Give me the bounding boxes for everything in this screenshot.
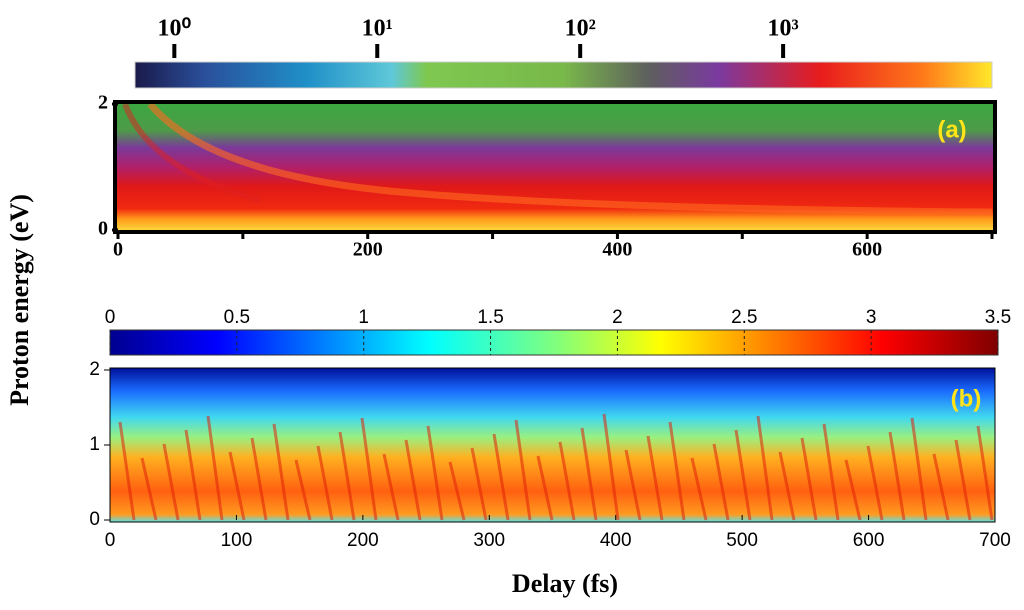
x-tick-label: 100 [221,530,253,551]
texture [800,437,818,521]
texture [932,453,950,521]
texture [250,437,268,521]
colorbar-tick-label: 2 [612,307,623,328]
y-tick-label: 0 [98,218,108,240]
texture [147,101,993,216]
texture [778,451,796,521]
texture [184,429,202,521]
texture [118,421,136,521]
y-axis-label: Proton energy (eV) [5,194,34,406]
texture [668,421,686,521]
texture [602,413,620,521]
texture [470,447,488,521]
texture [448,461,466,521]
colorbar-b [109,329,999,356]
colorbar-a [134,61,993,89]
plot-frame-a [113,100,997,234]
colorbar-tick-label: 10³ [768,16,799,42]
texture [426,425,444,521]
colorbar-tick-label: 10⁰ [158,16,192,42]
texture [228,451,246,521]
x-tick-label: 400 [602,239,632,261]
y-tick-label: 2 [98,92,108,114]
texture [294,459,312,521]
colorbar-tick-label: 3 [866,307,877,328]
texture [954,439,972,521]
y-tick-label: 1 [89,434,100,455]
x-tick-label: 0 [113,239,123,261]
x-tick-label: 600 [852,239,882,261]
texture [690,457,708,521]
colorbar-tick-label: 0.5 [224,307,250,328]
x-tick-label: 300 [473,530,505,551]
texture [734,429,752,521]
x-tick-label: 200 [353,239,383,261]
texture [122,102,261,203]
texture [536,455,554,521]
texture [712,443,730,521]
texture [756,415,774,521]
texture [404,439,422,521]
texture [646,435,664,521]
texture [338,431,356,521]
y-tick-label: 2 [89,359,100,380]
x-tick-label: 500 [726,530,758,551]
x-axis-label: Delay (fs) [512,569,618,598]
texture [492,433,510,521]
colorbar-tick-label: 10² [565,16,596,42]
panel-label: (a) [937,116,966,143]
heatmap-b [110,368,995,522]
x-tick-label: 700 [979,530,1011,551]
texture [558,441,576,521]
texture [624,449,642,521]
texture [382,453,400,521]
texture [580,427,598,521]
texture [514,419,532,521]
y-tick-label: 0 [89,509,100,530]
colorbar-tick-label: 10¹ [362,16,393,42]
texture [272,423,290,521]
texture [360,417,378,521]
panel-label: (b) [951,385,982,412]
texture [316,445,334,521]
colorbar-tick-label: 1.5 [477,307,503,328]
x-tick-label: 400 [600,530,632,551]
x-tick-label: 0 [105,530,116,551]
texture [822,423,840,521]
texture [140,457,158,521]
texture [844,459,862,521]
texture [866,445,884,521]
colorbar-tick-label: 3.5 [985,307,1011,328]
texture [910,417,928,521]
texture [976,425,994,521]
texture [888,431,906,521]
texture [162,443,180,521]
colorbar-tick-label: 1 [358,307,369,328]
colorbar-tick-label: 0 [105,307,116,328]
x-tick-label: 600 [853,530,885,551]
texture [206,415,224,521]
colorbar-tick-label: 2.5 [731,307,757,328]
x-tick-label: 200 [347,530,379,551]
